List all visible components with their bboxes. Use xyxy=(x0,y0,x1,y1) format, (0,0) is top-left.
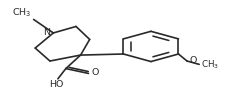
Text: CH$_3$: CH$_3$ xyxy=(201,59,219,71)
Text: O: O xyxy=(189,56,197,65)
Text: CH$_3$: CH$_3$ xyxy=(12,6,31,19)
Text: HO: HO xyxy=(49,80,64,89)
Text: N: N xyxy=(43,28,50,37)
Text: O: O xyxy=(91,68,99,77)
